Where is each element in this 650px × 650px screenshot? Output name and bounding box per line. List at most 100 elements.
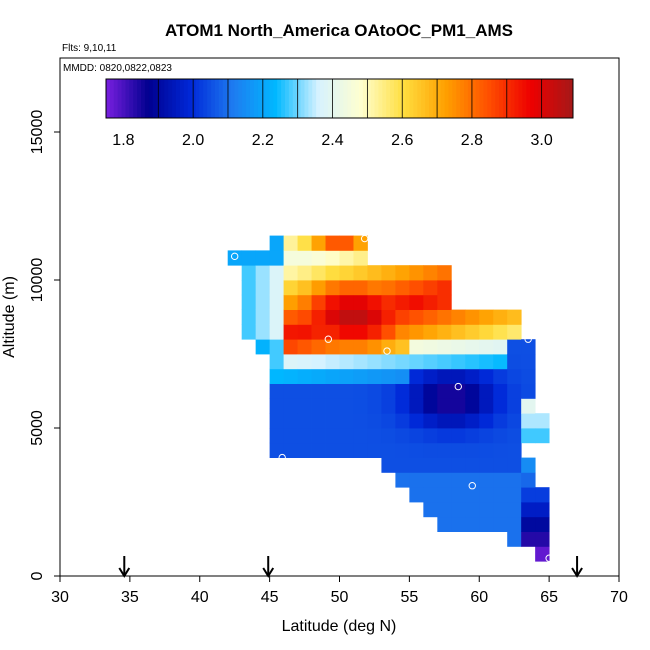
heatmap-cell (451, 309, 466, 325)
y-axis: 0 5000 10000 15000 (29, 110, 60, 580)
heatmap-cell (409, 294, 424, 310)
colorbar-segment (358, 79, 364, 118)
x-tick-label: 50 (331, 589, 349, 606)
heatmap-cell (423, 368, 438, 384)
colorbar-segment (187, 79, 193, 118)
colorbar-segment (176, 79, 181, 118)
heatmap-cell (241, 265, 257, 281)
colorbar-segment (479, 79, 484, 118)
heatmap-cell (409, 324, 424, 340)
colorbar-segment (121, 79, 126, 118)
heatmap-cell (479, 324, 494, 340)
heatmap-cell (381, 354, 396, 370)
x-tick-label: 30 (51, 589, 69, 606)
heatmap-cell (521, 457, 536, 473)
heatmap-cell (479, 368, 494, 384)
heatmap-cell (353, 265, 368, 281)
heatmap-cell (339, 398, 354, 414)
heatmap-cell (465, 324, 480, 340)
colorbar-segment (327, 79, 333, 118)
heatmap-cell (339, 235, 354, 251)
heatmap-cell (269, 280, 284, 296)
colorbar-segment (487, 79, 492, 118)
heatmap-cell (297, 324, 312, 340)
heatmap-cell (507, 487, 522, 503)
heatmap-cell (395, 354, 410, 370)
heatmap-cell (507, 398, 522, 414)
heatmap-cell (311, 309, 326, 325)
heatmap-cell (521, 368, 536, 384)
heatmap-cell (269, 265, 284, 281)
colorbar-tick-label: 2.2 (252, 132, 274, 149)
heatmap-cell (311, 442, 326, 458)
heatmap-cell (521, 398, 536, 414)
heatmap-cell (367, 413, 382, 429)
colorbar-segment (502, 79, 508, 118)
colorbar-segment (534, 79, 539, 118)
heatmap-cell (465, 398, 480, 414)
heatmap-cell (451, 472, 466, 488)
colorbar-segment (537, 79, 543, 118)
heatmap-cell (255, 324, 271, 340)
colorbar-segment (452, 79, 457, 118)
colorbar-segment (195, 79, 200, 118)
heatmap-cell (311, 413, 326, 429)
heatmap-cell (507, 516, 522, 532)
heatmap-cell (423, 354, 438, 370)
heatmap-cell (283, 383, 298, 399)
heatmap-cell (283, 309, 298, 325)
heatmap-cell (479, 428, 494, 444)
heatmap-cell (367, 442, 382, 458)
heatmap-cell (353, 324, 368, 340)
heatmap-cell (451, 354, 466, 370)
heatmap-cell (493, 413, 508, 429)
heatmap-cell (325, 280, 340, 296)
heatmap-cell (493, 339, 508, 355)
heatmap-cell (423, 324, 438, 340)
heatmap-cell (297, 265, 312, 281)
heatmap-cell (451, 442, 466, 458)
heatmap-cell (283, 265, 298, 281)
heatmap-cell (507, 442, 522, 458)
colorbar-segment (565, 79, 570, 118)
colorbar-segment (421, 79, 426, 118)
heatmap-cell (353, 383, 368, 399)
colorbar-segment (144, 79, 150, 118)
heatmap-cell (283, 428, 298, 444)
heatmap-cell (255, 309, 271, 325)
heatmap-cell (409, 339, 424, 355)
heatmap-cell (521, 428, 536, 444)
heatmap-cell (423, 413, 438, 429)
colorbar-segment (569, 79, 574, 118)
heatmap-cell (367, 280, 382, 296)
heatmap-cell (395, 442, 410, 458)
y-tick-label: 5000 (29, 410, 46, 446)
heatmap-cell (437, 428, 452, 444)
colorbar-segment (351, 79, 356, 118)
dates-label: MMDD: 0820,0822,0823 (63, 63, 172, 74)
colorbar-segment (308, 79, 313, 118)
heatmap-cell (297, 368, 312, 384)
flight-point (468, 482, 476, 490)
colorbar-segment (172, 79, 177, 118)
heatmap-cell (339, 428, 354, 444)
heatmap-cell (437, 324, 452, 340)
heatmap-cell (535, 516, 550, 532)
heatmap-cell (283, 398, 298, 414)
heatmap-cell (241, 250, 257, 266)
heatmap-cell (521, 472, 536, 488)
colorbar-segment (526, 79, 531, 118)
heatmap-cell (479, 516, 494, 532)
x-tick-label: 40 (191, 589, 209, 606)
heatmap-cell (465, 442, 480, 458)
colorbar-tick-label: 2.8 (461, 132, 483, 149)
heatmap-cell (479, 413, 494, 429)
x-axis-label: Latitude (deg N) (282, 618, 397, 635)
heatmap-cell (339, 324, 354, 340)
heatmap-cell (437, 265, 452, 281)
colorbar-segment (510, 79, 516, 118)
heatmap-cell (465, 428, 480, 444)
heatmap-cell (381, 457, 396, 473)
heatmap-cell (255, 280, 271, 296)
